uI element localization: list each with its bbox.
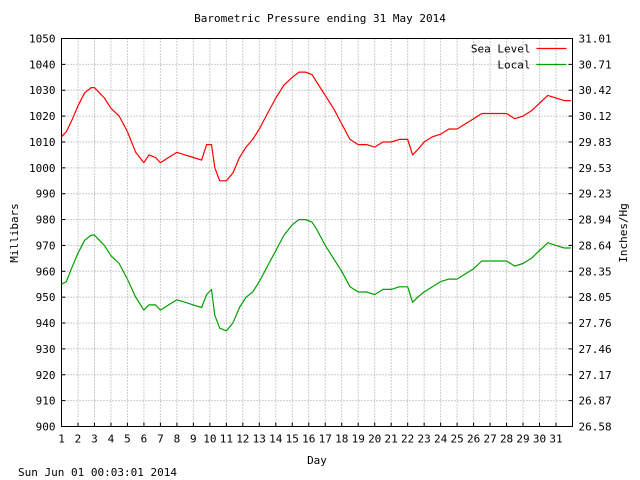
y-tick-label: 960 — [36, 265, 56, 278]
x-tick-label: 4 — [108, 433, 115, 446]
legend: Sea Level Local — [471, 43, 567, 72]
y2-tick-label: 30.12 — [579, 110, 612, 123]
y2-axis-label: Inches/Hg — [617, 203, 630, 263]
x-tick-label: 1 — [58, 433, 65, 446]
x-tick-label: 5 — [124, 433, 131, 446]
y2-tick-label: 26.58 — [579, 421, 612, 434]
y-tick-label: 930 — [36, 343, 56, 356]
x-tick-label: 16 — [302, 433, 315, 446]
series-line-local — [61, 219, 571, 332]
x-tick-label: 17 — [319, 433, 332, 446]
x-tick-label: 27 — [483, 433, 496, 446]
y-tick-label: 940 — [36, 317, 56, 330]
y2-tick-label: 30.42 — [579, 84, 612, 97]
x-tick-label: 30 — [533, 433, 546, 446]
y2-tick-label: 28.05 — [579, 291, 612, 304]
x-tick-label: 14 — [269, 433, 283, 446]
y-axis-label: Millibars — [8, 203, 21, 263]
y2-tick-label: 29.23 — [579, 188, 612, 201]
y2-tick-label: 28.35 — [579, 265, 612, 278]
y-tick-label: 990 — [36, 188, 56, 201]
series-line-sea-level — [61, 71, 571, 182]
y2-tick-label: 29.83 — [579, 136, 612, 149]
y-tick-label: 1000 — [29, 162, 56, 175]
y-tick-label: 980 — [36, 214, 56, 227]
x-tick-label: 23 — [418, 433, 431, 446]
y2-tick-label: 31.01 — [579, 33, 612, 46]
x-axis-label: Day — [307, 454, 327, 467]
x-tick-label: 24 — [434, 433, 448, 446]
x-tick-label: 10 — [203, 433, 216, 446]
y-tick-label: 1010 — [29, 136, 56, 149]
y2-tick-label: 30.71 — [579, 58, 612, 71]
x-tick-label: 28 — [500, 433, 513, 446]
x-tick-label: 21 — [385, 433, 398, 446]
x-tick-label: 9 — [190, 433, 197, 446]
y2-tick-label: 27.76 — [579, 317, 612, 330]
y-tick-label: 1020 — [29, 110, 56, 123]
y-tick-label: 970 — [36, 239, 56, 252]
y-tick-label: 920 — [36, 369, 56, 382]
y2-tick-label: 27.46 — [579, 343, 612, 356]
axis-ticks: 1 2 3 4 5 6 7 8 9 10 11 12 13 14 15 16 17 18 19 20 21 22 23 24 2… — [29, 33, 612, 446]
chart-title: Barometric Pressure ending 31 May 2014 — [194, 12, 446, 25]
x-tick-label: 31 — [549, 433, 562, 446]
y2-tick-label: 28.94 — [579, 214, 612, 227]
x-tick-label: 2 — [75, 433, 82, 446]
x-tick-label: 12 — [236, 433, 249, 446]
footer-timestamp: Sun Jun 01 00:03:01 2014 — [18, 466, 177, 479]
x-tick-label: 15 — [286, 433, 299, 446]
legend-label-local: Local — [497, 59, 530, 72]
y2-tick-label: 27.17 — [579, 369, 612, 382]
series-lines — [61, 71, 571, 332]
y-tick-label: 1030 — [29, 84, 56, 97]
grid — [61, 38, 573, 427]
x-tick-label: 11 — [220, 433, 233, 446]
plot-frame — [61, 38, 573, 427]
x-tick-label: 29 — [516, 433, 529, 446]
y-tick-label: 900 — [36, 421, 56, 434]
x-tick-label: 26 — [467, 433, 480, 446]
y-tick-label: 1040 — [29, 58, 56, 71]
x-tick-label: 6 — [141, 433, 148, 446]
legend-label-sea-level: Sea Level — [471, 43, 531, 56]
x-tick-label: 20 — [368, 433, 381, 446]
y2-tick-label: 29.53 — [579, 162, 612, 175]
x-tick-label: 19 — [352, 433, 365, 446]
x-tick-label: 22 — [401, 433, 414, 446]
x-tick-label: 13 — [253, 433, 266, 446]
y-tick-label: 910 — [36, 395, 56, 408]
y-tick-label: 1050 — [29, 33, 56, 46]
y2-tick-label: 28.64 — [579, 239, 612, 252]
x-tick-label: 18 — [335, 433, 348, 446]
x-tick-label: 25 — [450, 433, 463, 446]
y-tick-label: 950 — [36, 291, 56, 304]
y2-tick-label: 26.87 — [579, 395, 612, 408]
x-tick-label: 7 — [157, 433, 164, 446]
x-tick-label: 8 — [174, 433, 181, 446]
x-tick-label: 3 — [91, 433, 98, 446]
